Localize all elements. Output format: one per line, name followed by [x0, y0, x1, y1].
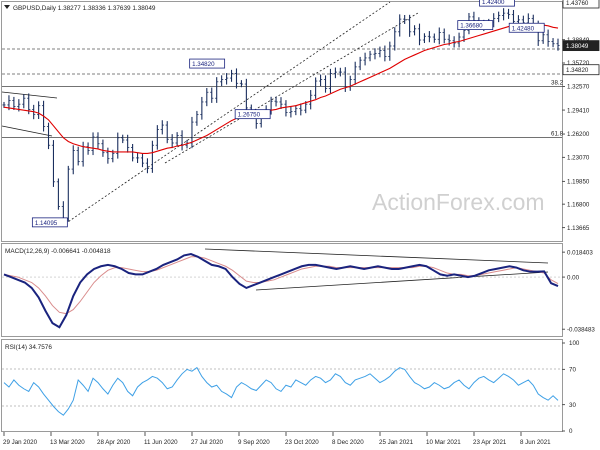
- price-tick-label: 1.16800: [567, 201, 590, 208]
- price-annotation-box: [457, 20, 494, 31]
- price-annotation-box: [189, 58, 226, 69]
- price-tick-label: 1.32570: [567, 84, 590, 91]
- ma-line: [3, 23, 559, 154]
- price-tick-label: 1.26200: [567, 131, 590, 138]
- x-tick-label: 23 Apr 2021: [473, 439, 507, 446]
- price-series-layer: 38.2 61.8: [2, 8, 564, 224]
- current-price-box: [562, 40, 600, 52]
- price-annotation-label: 1.26750: [238, 112, 261, 119]
- x-tick-label: 25 Jan 2021: [379, 439, 414, 446]
- macd-line: [3, 253, 559, 329]
- price-tick-label: 1.23070: [567, 155, 590, 162]
- rsi-series-layer: [3, 366, 559, 416]
- x-tick-label: 11 Jun 2020: [144, 439, 178, 446]
- x-tick-label: 9 Sep 2020: [238, 439, 270, 446]
- price-tick-label: 1.19850: [567, 179, 590, 186]
- x-tick-label: 13 Mar 2020: [50, 439, 85, 446]
- rsi-tick-label: 70: [569, 367, 576, 374]
- rsi-title: RSI(14) 34.7576: [5, 344, 52, 351]
- rsi-tick-label: 0: [569, 428, 573, 435]
- price-annotation-label: 1.42400: [482, 0, 505, 6]
- price-panel-frame: [1, 1, 563, 242]
- rsi-line: [3, 366, 559, 416]
- rsi-panel-frame: [1, 339, 563, 432]
- macd-title: MACD(12,26,9) -0.006641 -0.004818: [5, 248, 111, 255]
- price-annotation-label: 1.42480: [512, 25, 535, 32]
- trend-lines: [1, 1, 562, 407]
- macd-tick-label: 0.00: [567, 274, 580, 281]
- price-level-box: [562, 64, 600, 76]
- price-level-box: [562, 0, 600, 9]
- rsi-tick-label: 30: [569, 402, 576, 409]
- price-tick-label: 1.35720: [567, 60, 590, 67]
- macd-series-layer: [2, 253, 562, 329]
- channel-upper-line: [164, 12, 419, 164]
- price-annotation-label: 1.36680: [460, 23, 483, 30]
- macd-lower-triangle-line: [255, 271, 549, 291]
- watermark: ActionForex.com: [372, 189, 545, 215]
- x-tick-label: 10 Mar 2021: [426, 439, 461, 446]
- x-tick-label: 23 Oct 2020: [285, 439, 319, 446]
- macd-signal-line: [3, 256, 559, 315]
- price-annotation-box: [234, 109, 271, 120]
- macd-tick-label: 0.018403: [567, 249, 593, 256]
- x-tick-label: 29 Jan 2020: [3, 439, 38, 446]
- decline-lower-line: [1, 125, 53, 137]
- price-tick-label: 1.29410: [567, 107, 590, 114]
- current-price-label: 1.38049: [566, 43, 589, 50]
- rsi-tick-label: 100: [569, 340, 580, 347]
- macd-upper-triangle-line: [204, 248, 549, 264]
- header: GBPUSD,Daily 1.38277 1.38336 1.37639 1.3…: [4, 5, 156, 12]
- macd-tick-label: -0.038483: [567, 326, 595, 333]
- x-tick-label: 27 Jul 2020: [191, 439, 224, 446]
- fib-label: 38.2: [551, 80, 564, 87]
- price-tick-label: 1.13665: [567, 225, 590, 232]
- labels-layer: 1.437601.388491.357201.325701.294101.262…: [3, 0, 600, 446]
- macd-panel-frame: [1, 243, 563, 337]
- price-annotation-box: [479, 0, 515, 7]
- price-annotation-label: 1.14095: [35, 220, 58, 227]
- symbol-line: GBPUSD,Daily 1.38277 1.38336 1.37639 1.3…: [13, 5, 156, 12]
- fib-label: 61.8: [551, 130, 564, 137]
- price-level-label: 1.43760: [566, 0, 589, 7]
- price-annotation-box: [31, 217, 68, 228]
- price-annotation-label: 1.34820: [192, 61, 215, 68]
- price-annotation-box: [508, 22, 545, 33]
- x-tick-label: 8 Jun 2021: [520, 439, 551, 446]
- x-tick-label: 28 Apr 2020: [97, 439, 131, 446]
- dropdown-triangle-icon: [4, 5, 10, 9]
- price-level-label: 1.34820: [566, 67, 589, 74]
- x-tick-label: 8 Dec 2020: [332, 439, 364, 446]
- decline-upper-line: [1, 91, 58, 99]
